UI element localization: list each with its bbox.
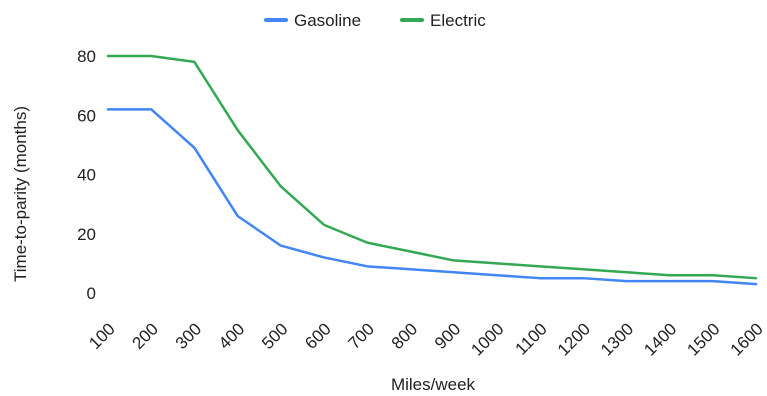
series-lines xyxy=(106,54,758,286)
y-tick-label: 80 xyxy=(77,47,96,66)
x-tick-label: 200 xyxy=(129,319,162,352)
series-line-gasoline xyxy=(106,108,758,286)
x-tick-label: 800 xyxy=(388,319,421,352)
x-axis-ticks: 100 200 300 400 500 600 700 800 900 1000 1100 1200 1… xyxy=(85,319,766,359)
series-line-electric xyxy=(106,54,758,280)
x-tick-label: 1300 xyxy=(597,319,637,359)
x-tick-label: 700 xyxy=(345,319,378,352)
x-tick-label: 1200 xyxy=(554,319,594,359)
y-axis-title: Time-to-parity (months) xyxy=(11,106,30,282)
x-tick-label: 600 xyxy=(301,319,334,352)
y-tick-label: 20 xyxy=(77,225,96,244)
x-tick-label: 900 xyxy=(431,319,464,352)
x-tick-label: 1500 xyxy=(683,319,723,359)
x-tick-label: 500 xyxy=(258,319,291,352)
x-axis-title: Miles/week xyxy=(391,375,476,394)
x-tick-label: 1600 xyxy=(727,319,767,359)
x-tick-label: 300 xyxy=(172,319,205,352)
y-tick-label: 0 xyxy=(87,284,96,303)
y-tick-label: 60 xyxy=(77,106,96,125)
y-axis-ticks: 0 20 40 60 80 xyxy=(77,47,96,303)
x-tick-label: 100 xyxy=(85,319,118,352)
x-tick-label: 1100 xyxy=(512,319,551,358)
x-tick-label: 400 xyxy=(215,319,248,352)
legend-label-electric: Electric xyxy=(430,11,486,30)
y-tick-label: 40 xyxy=(77,166,96,185)
x-tick-label: 1000 xyxy=(467,319,507,359)
legend-label-gasoline: Gasoline xyxy=(294,11,361,30)
legend: Gasoline Electric xyxy=(264,11,486,30)
x-tick-label: 1400 xyxy=(640,319,680,359)
